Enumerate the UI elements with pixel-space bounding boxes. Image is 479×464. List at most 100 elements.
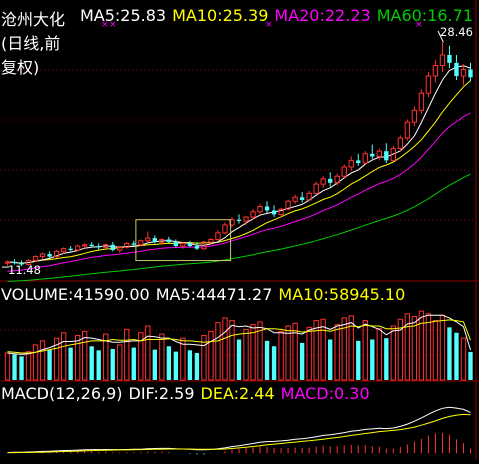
volume-ma5-line: [7, 314, 471, 355]
candle-50: [356, 160, 361, 164]
volume-bar-59: [418, 310, 425, 381]
candle-1: [12, 261, 17, 264]
candle-21: [152, 238, 157, 243]
candle-11: [81, 244, 88, 247]
volume-bar-24: [173, 351, 179, 380]
x-marker-2: ×: [265, 20, 273, 30]
candle-37: [264, 206, 270, 211]
volume-bar-21: [152, 349, 157, 380]
volume-bar-41: [292, 322, 298, 381]
volume-bar-38: [271, 346, 277, 380]
candle-42: [299, 197, 305, 200]
candle-52: [370, 153, 375, 157]
candle-9: [68, 248, 73, 251]
volume-bar-7: [53, 337, 60, 381]
volume-bar-32: [229, 320, 235, 381]
volume-bar-13: [96, 350, 101, 380]
volume-bar-54: [384, 338, 389, 380]
candle-62: [439, 54, 446, 66]
candle-58: [411, 109, 418, 123]
volume-bar-62: [439, 314, 446, 381]
candle-10: [74, 245, 81, 251]
candle-54: [384, 151, 389, 161]
candle-64: [454, 62, 459, 77]
volume-bar-12: [89, 346, 94, 380]
volume-bar-4: [32, 344, 39, 381]
volume-bar-0: [4, 352, 11, 381]
volume-bar-66: [468, 351, 473, 380]
candle-32: [229, 219, 235, 226]
volume-label: VOLUME:41590.00: [1, 285, 150, 304]
volume-bar-27: [194, 353, 200, 380]
candle-6: [47, 253, 52, 257]
volume-bar-65: [460, 337, 467, 381]
volume-bar-3: [25, 351, 32, 381]
candle-38: [271, 210, 277, 215]
candle-7: [53, 250, 60, 258]
volume-bar-33: [236, 339, 242, 380]
volume-bar-55: [390, 325, 397, 381]
candle-61: [432, 64, 439, 77]
volume-ma10-label: MA10:58945.10: [278, 285, 406, 304]
volume-bar-35: [250, 324, 256, 381]
candle-0: [4, 261, 11, 264]
candle-60: [425, 75, 432, 94]
candle-56: [397, 137, 404, 150]
candle-26: [187, 243, 193, 247]
volume-bar-16: [117, 344, 123, 381]
volume-bar-14: [103, 333, 109, 381]
candle-39: [278, 208, 284, 215]
volume-bar-30: [215, 322, 221, 381]
volume-bar-44: [313, 320, 319, 381]
candle-46: [328, 178, 333, 183]
candle-25: [180, 242, 186, 247]
candle-40: [285, 200, 291, 210]
volume-bar-39: [278, 330, 284, 381]
volume-bar-11: [81, 330, 88, 381]
ma10-line: [7, 80, 471, 264]
candle-30: [215, 232, 221, 240]
candle-12: [89, 244, 94, 247]
volume-ma10-line: [7, 319, 471, 354]
volume-bar-19: [138, 332, 144, 381]
x-marker-0: ×: [101, 20, 109, 30]
volume-bar-5: [39, 340, 46, 381]
candle-44: [313, 183, 319, 194]
volume-bar-64: [454, 332, 459, 380]
volume-bar-1: [12, 354, 17, 380]
x-marker-1: ×: [109, 20, 117, 30]
volume-bar-23: [166, 346, 172, 380]
candle-57: [404, 121, 411, 139]
stock-title: 沧州大化(日线,前复权): [1, 10, 66, 77]
candle-4: [32, 256, 39, 262]
volume-bar-6: [47, 349, 52, 380]
candle-53: [376, 150, 382, 157]
volume-bar-36: [257, 321, 263, 381]
ma10-label: MA10:25.39: [172, 6, 269, 25]
consolidation-box: [135, 219, 232, 262]
candle-31: [222, 224, 228, 234]
ma20-label: MA20:22.23: [274, 6, 371, 25]
candle-43: [306, 192, 312, 201]
volume-bar-10: [74, 334, 81, 381]
macd-value-label: MACD:0.30: [280, 384, 370, 403]
high-price-annotation: 28.46: [440, 25, 473, 39]
volume-bar-26: [187, 350, 193, 380]
volume-bar-37: [264, 340, 270, 380]
candle-59: [418, 92, 425, 111]
volume-bar-28: [201, 334, 207, 381]
candle-15: [110, 244, 115, 251]
candle-5: [39, 253, 46, 258]
candle-20: [145, 237, 151, 242]
volume-bar-25: [180, 337, 186, 381]
candle-8: [60, 248, 67, 252]
volume-bar-52: [370, 339, 375, 380]
candle-24: [173, 242, 179, 247]
volume-bar-56: [397, 318, 404, 381]
candle-47: [334, 175, 340, 184]
dea-line: [7, 413, 471, 454]
volume-bar-31: [222, 317, 228, 381]
volume-legend: VOLUME:41590.00 MA5:44471.27 MA10:58945.…: [1, 285, 411, 304]
